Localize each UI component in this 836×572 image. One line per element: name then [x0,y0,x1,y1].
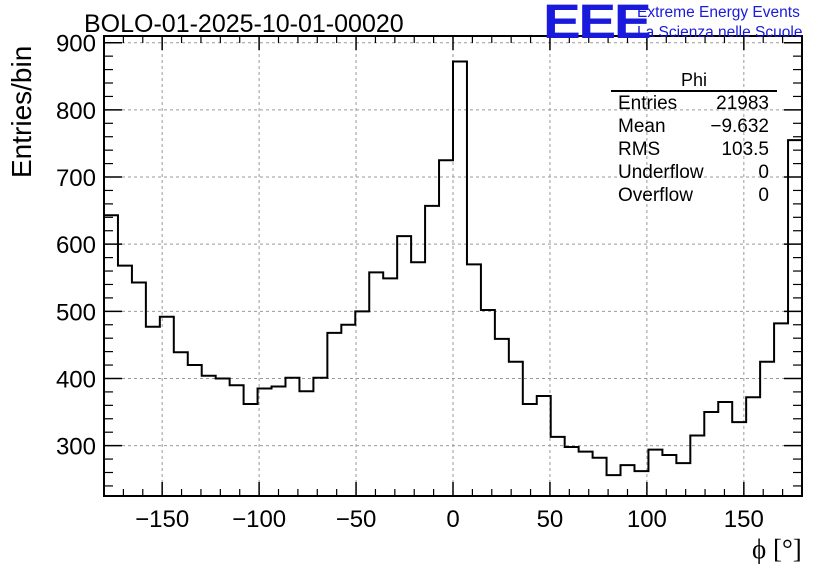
y-tick-label: 300 [56,434,96,461]
stats-label: RMS [618,139,661,160]
eee-logo: EEE [543,0,652,49]
y-tick-label: 700 [56,165,96,192]
histogram-bin [202,376,216,496]
histogram-bin [704,412,718,496]
histogram-bin [565,447,579,496]
stats-value: 103.5 [721,139,769,160]
histogram-bin [355,311,369,496]
stats-label: Entries [618,93,678,114]
stats-row: Mean −9.632 [611,115,777,138]
histogram-bin [495,339,509,496]
x-tick-label: 0 [446,506,459,533]
y-tick-label: 600 [56,232,96,259]
histogram-bin [760,362,774,496]
histogram-bin [481,310,495,496]
histogram-bin [425,206,439,496]
x-tick-label: 50 [537,506,564,533]
histogram-bin [453,62,467,496]
histogram-bin [313,378,327,496]
histogram-bin [299,391,313,496]
histogram-bin [397,236,411,496]
stats-row: RMS 103.5 [611,138,777,161]
histogram-bin [369,272,383,496]
histogram-bin [662,455,676,496]
histogram-bin [216,378,230,496]
x-tick-label: 150 [724,506,764,533]
stats-row: Underflow 0 [611,161,777,184]
stats-value: 0 [758,162,769,183]
x-tick-label: 100 [627,506,667,533]
logo-line-2: La Scienza nelle Scuole [637,24,803,41]
histogram-bin [258,389,272,496]
logo-line-1: Extreme Energy Events [637,4,800,21]
histogram-bin [411,262,425,496]
histogram-bin [774,323,788,496]
stats-value: 0 [758,185,769,206]
stats-label: Mean [618,116,666,137]
histogram-bin [690,436,704,496]
stats-value: −9.632 [710,116,769,137]
histogram-bin [788,140,802,496]
histogram-bin [285,378,299,496]
tick-labels: −150 −100 −50 0 50 100 150 300 400 500 600 700 800 90… [56,31,764,533]
x-axis-label: ϕ [°] [752,534,802,564]
stats-label: Underflow [618,162,704,183]
histogram-bin [383,278,397,496]
histogram-bin [118,266,132,496]
histogram-bin [467,264,481,496]
histogram-bin [341,325,355,496]
histogram-bin [188,365,202,496]
y-tick-label: 900 [56,31,96,58]
histogram-bin [523,404,537,496]
histogram-bin [746,397,760,496]
axis-ticks [104,36,803,496]
x-tick-label: −150 [135,506,189,533]
histogram-bin [230,385,244,496]
stats-value: 21983 [716,93,769,114]
histogram-bin [174,352,188,496]
histogram-bin [593,458,607,496]
histogram-bin [579,452,593,496]
histogram-bin [132,282,146,496]
stats-row: Overflow 0 [611,184,777,207]
histogram-bin [676,463,690,496]
stats-title: Phi [611,70,777,92]
stats-row: Entries 21983 [611,92,777,115]
y-tick-label: 400 [56,366,96,393]
y-tick-label: 800 [56,98,96,125]
histogram-bin [509,362,523,496]
histogram-bin [244,404,258,496]
y-axis-label: Entries/bin [6,45,37,178]
histogram-bin [272,387,286,496]
chart-title: BOLO-01-2025-10-01-00020 [84,10,404,38]
x-tick-label: −50 [336,506,377,533]
histogram-bin [718,402,732,496]
histogram-bin [648,450,662,496]
histogram-bin [327,333,341,496]
histogram-bin [146,327,160,496]
plot-frame [103,35,803,497]
stats-label: Overflow [618,185,693,206]
stats-box: Phi Entries 21983 Mean −9.632 RMS 103.5 … [611,70,777,207]
y-tick-label: 500 [56,299,96,326]
x-tick-label: −100 [232,506,286,533]
histogram-series [104,60,802,477]
